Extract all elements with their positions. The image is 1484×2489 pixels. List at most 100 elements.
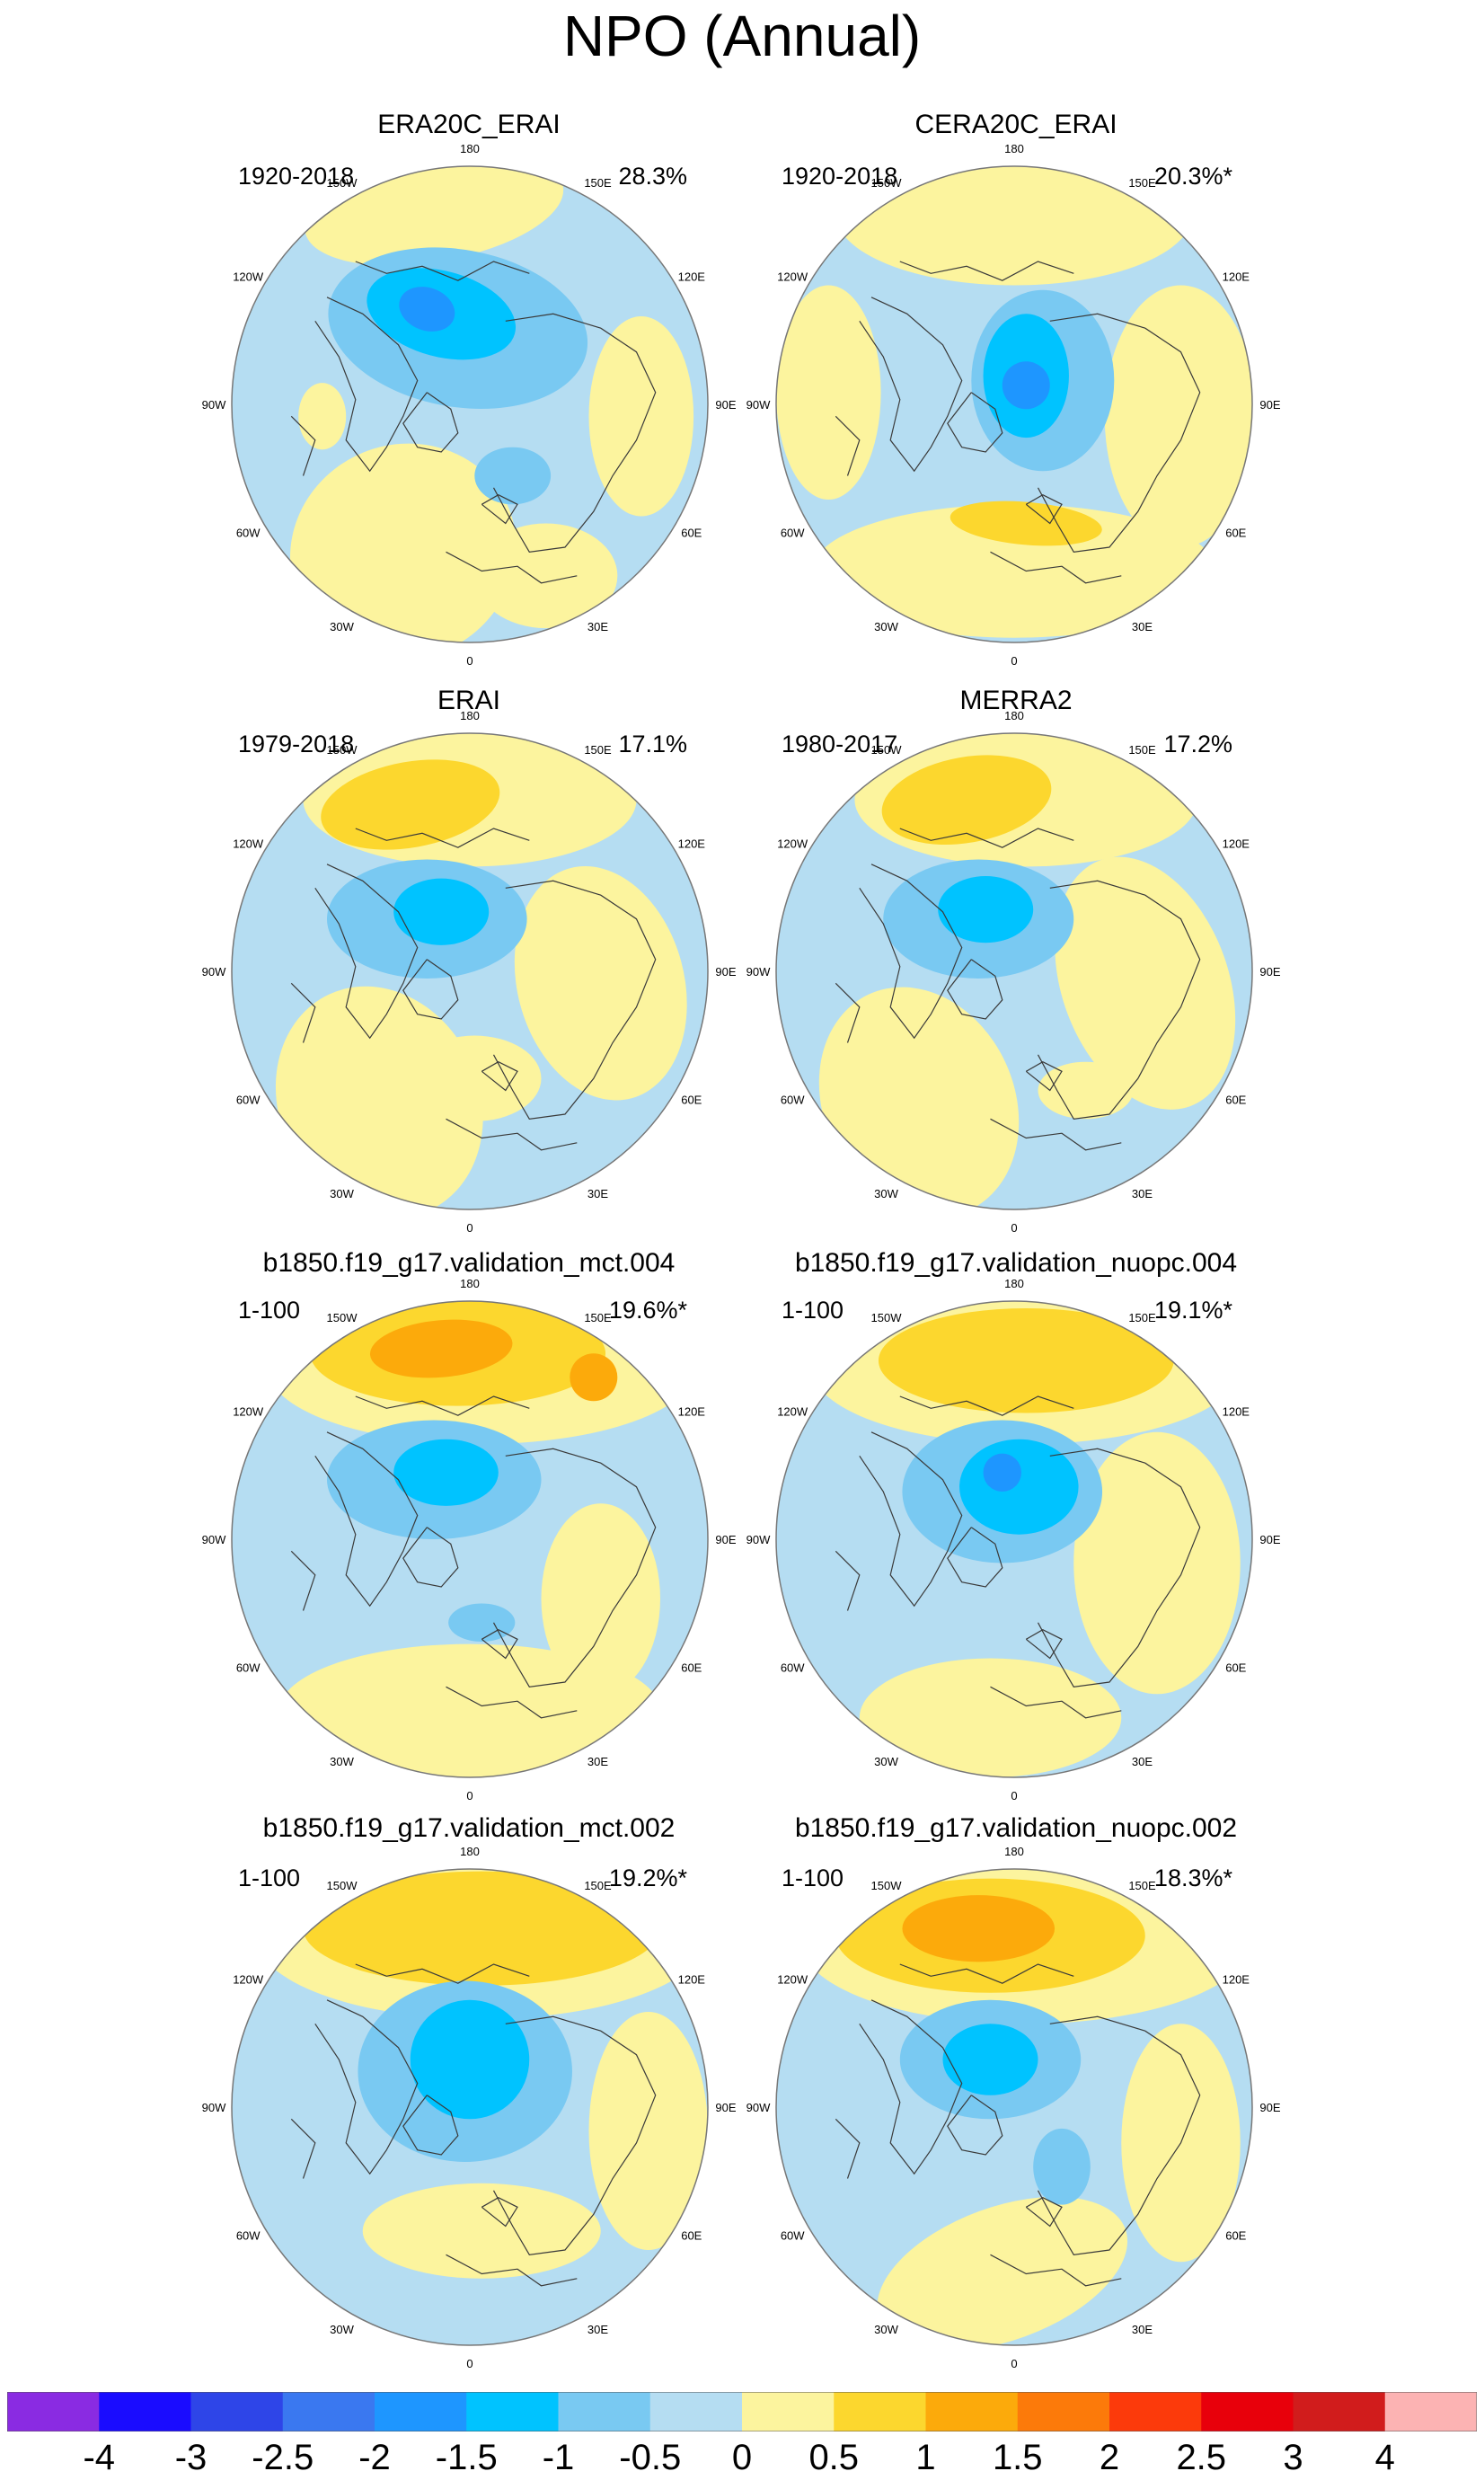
colorbar-swatch [1384, 2392, 1477, 2431]
coastline [481, 1629, 518, 1660]
anomaly-contour [298, 383, 347, 450]
longitude-label: 60W [236, 1094, 261, 1107]
longitude-label: 0 [1011, 1789, 1017, 1803]
anomaly-contour [362, 2183, 601, 2279]
longitude-label: 120W [777, 837, 808, 851]
anomaly-contour [1104, 285, 1252, 547]
panel-period-era20c: 1920-2018 [238, 163, 355, 190]
anomaly-contour [570, 1353, 618, 1402]
colorbar-label: 2 [1099, 2438, 1120, 2477]
longitude-label: 60W [781, 1094, 805, 1107]
polar-map-merra2: 180 150E 120E 90E 60E 30E 0 30W 60W 90W 120W 150W [746, 709, 1281, 1235]
longitude-label: 150E [584, 1311, 612, 1324]
map-boundary [231, 1868, 709, 2346]
colorbar-label: -4 [83, 2438, 116, 2477]
coastline [835, 415, 861, 476]
longitude-label: 150W [327, 1879, 358, 1892]
longitude-label: 120W [233, 270, 264, 284]
longitude-label: 90E [715, 1533, 736, 1546]
longitude-label: 150E [1128, 743, 1156, 757]
anomaly-contour [983, 1453, 1021, 1492]
panel-title-nuopc002: b1850.f19_g17.validation_nuopc.002 [794, 1813, 1238, 1843]
longitude-label: 60W [781, 2229, 805, 2243]
map-boundary [231, 732, 709, 1210]
longitude-label: 120E [678, 1973, 706, 1987]
longitude-label: 90E [1259, 2101, 1280, 2114]
coastline [402, 959, 459, 1020]
coastline [835, 2118, 861, 2179]
coastline [1025, 2197, 1063, 2228]
anomaly-contour [938, 876, 1034, 943]
longitude-label: 30W [874, 1755, 898, 1768]
colorbar-swatch [7, 2392, 100, 2431]
anomaly-contour [474, 447, 552, 505]
longitude-label: 60E [1225, 2229, 1246, 2243]
coastline [899, 828, 1074, 848]
anomaly-contour [448, 1603, 516, 1642]
coastline [314, 297, 419, 473]
longitude-label: 120W [777, 1405, 808, 1419]
panel-title-cera20c: CERA20C_ERAI [914, 110, 1117, 139]
colorbar-label: 0.5 [808, 2438, 860, 2477]
longitude-label: 150E [584, 743, 612, 757]
longitude-label: 30E [1132, 2323, 1153, 2336]
longitude-label: 120W [777, 270, 808, 284]
coastline [1025, 494, 1063, 525]
coastline [1037, 2015, 1201, 2255]
colorbar-swatch [558, 2392, 651, 2431]
anomaly-contour [859, 1658, 1122, 1777]
longitude-label: 90W [202, 2101, 226, 2114]
coastline [947, 959, 1003, 1020]
longitude-label: 90W [746, 1533, 771, 1546]
longitude-label: 0 [466, 2357, 473, 2370]
colorbar-swatch [375, 2392, 467, 2431]
anomaly-contour [279, 1643, 660, 1777]
anomaly-contour [408, 1035, 542, 1121]
longitude-label: 0 [1011, 2357, 1017, 2370]
longitude-label: 150W [871, 1879, 903, 1892]
panel-title-mct002: b1850.f19_g17.validation_mct.002 [262, 1813, 676, 1843]
map-boundary [775, 1868, 1253, 2346]
longitude-label: 30W [330, 620, 354, 633]
colorbar-swatch [834, 2392, 926, 2431]
coastline [1037, 1448, 1201, 1687]
longitude-label: 30E [587, 1187, 608, 1200]
longitude-label: 90W [746, 2101, 771, 2114]
panel-pct-nuopc002: 18.3%* [1153, 1865, 1232, 1891]
longitude-label: 30W [330, 1755, 354, 1768]
polar-map-era20c: 180 150E 120E 90E 60E 30E 0 30W 60W 90W 120W 150W [202, 142, 737, 668]
longitude-label: 90W [746, 965, 771, 979]
coastline [355, 261, 530, 281]
coastline [446, 1686, 578, 1719]
longitude-label: 0 [1011, 1221, 1017, 1235]
coastline [899, 261, 1074, 281]
coastline [899, 1395, 1074, 1416]
panel-period-nuopc004: 1-100 [782, 1297, 844, 1324]
panel-pct-mct004: 19.6%* [608, 1297, 687, 1324]
anomaly-contour [588, 2012, 708, 2250]
coastline [990, 1118, 1122, 1151]
colorbar-label: 3 [1283, 2438, 1303, 2477]
longitude-label: 180 [460, 142, 480, 155]
longitude-label: 180 [1004, 142, 1024, 155]
coastline [1037, 880, 1201, 1120]
longitude-label: 60W [236, 1661, 261, 1675]
coastline [492, 2015, 657, 2255]
polar-map-mct004: 180 150E 120E 90E 60E 30E 0 30W 60W 90W 120W 150W [202, 1277, 737, 1803]
longitude-label: 30W [874, 2323, 898, 2336]
coastline [481, 2197, 518, 2228]
coastline [314, 1431, 419, 1608]
anomaly-contour [393, 1439, 499, 1506]
panel-pct-era20c: 28.3% [618, 163, 687, 190]
polar-map-mct002: 180 150E 120E 90E 60E 30E 0 30W 60W 90W 120W 150W [202, 1845, 737, 2370]
longitude-label: 120W [233, 837, 264, 851]
coastline [990, 2254, 1122, 2287]
anomaly-contour [1002, 361, 1050, 410]
panel-title-mct004: b1850.f19_g17.validation_mct.004 [262, 1248, 676, 1278]
polar-map-erai: 180 150E 120E 90E 60E 30E 0 30W 60W 90W 120W 150W [202, 709, 737, 1235]
anomaly-contour [1033, 2128, 1091, 2205]
longitude-label: 60E [681, 527, 702, 540]
anomaly-contour [541, 1503, 660, 1695]
longitude-label: 180 [460, 709, 480, 722]
longitude-label: 30E [587, 1755, 608, 1768]
